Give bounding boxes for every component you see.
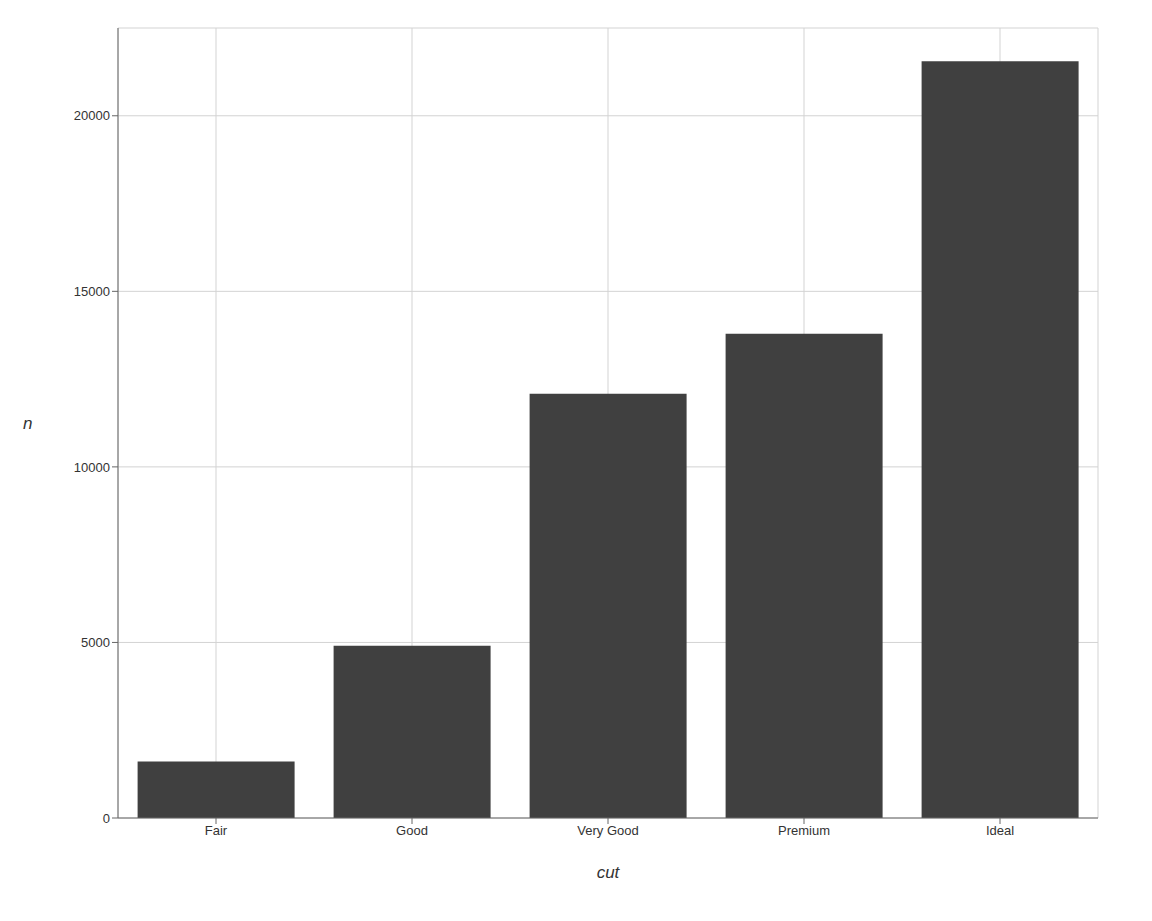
svg-text:Premium: Premium <box>778 823 830 838</box>
svg-text:0: 0 <box>103 811 110 826</box>
svg-text:15000: 15000 <box>74 284 110 299</box>
svg-text:Very Good: Very Good <box>577 823 638 838</box>
svg-text:10000: 10000 <box>74 460 110 475</box>
svg-text:5000: 5000 <box>81 635 110 650</box>
svg-text:cut: cut <box>597 863 621 882</box>
svg-text:n: n <box>23 414 32 433</box>
svg-text:Good: Good <box>396 823 428 838</box>
svg-text:20000: 20000 <box>74 108 110 123</box>
svg-text:Ideal: Ideal <box>986 823 1014 838</box>
svg-text:Fair: Fair <box>205 823 228 838</box>
